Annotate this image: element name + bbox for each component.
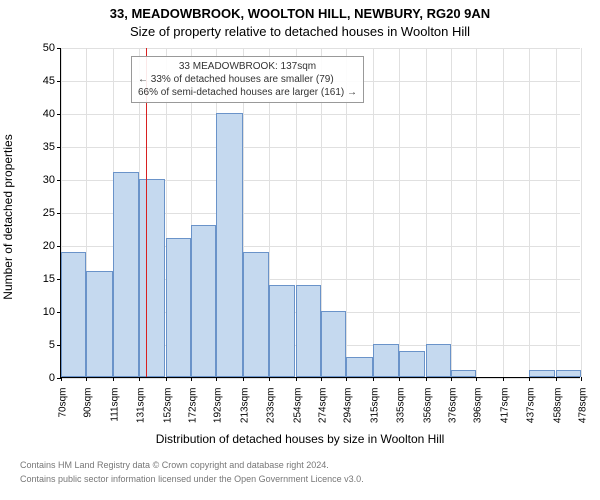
gridline-vertical <box>581 48 582 377</box>
histogram-bar <box>451 370 476 377</box>
xtick-mark <box>346 377 347 381</box>
histogram-bar <box>373 344 398 377</box>
histogram-bar <box>139 179 166 377</box>
histogram-bar <box>113 172 138 377</box>
histogram-bar <box>86 271 113 377</box>
histogram-bar <box>61 252 86 377</box>
xtick-mark <box>321 377 322 381</box>
xtick-mark <box>426 377 427 381</box>
chart-container: 33, MEADOWBROOK, WOOLTON HILL, NEWBURY, … <box>0 0 600 500</box>
ytick-label: 20 <box>15 240 55 252</box>
ytick-label: 40 <box>15 108 55 120</box>
xtick-label: 294sqm <box>343 388 354 438</box>
chart-title-address: 33, MEADOWBROOK, WOOLTON HILL, NEWBURY, … <box>0 6 600 21</box>
xtick-label: 111sqm <box>110 388 121 438</box>
ytick-label: 50 <box>15 42 55 54</box>
histogram-bar <box>296 285 321 377</box>
histogram-bar <box>346 357 373 377</box>
histogram-bar <box>269 285 296 377</box>
xtick-label: 458sqm <box>552 388 563 438</box>
xtick-mark <box>296 377 297 381</box>
xtick-mark <box>503 377 504 381</box>
footer-copyright-2: Contains public sector information licen… <box>20 474 364 484</box>
histogram-bar <box>321 311 346 377</box>
histogram-bar <box>556 370 581 377</box>
ytick-label: 30 <box>15 174 55 186</box>
gridline-vertical <box>503 48 504 377</box>
xtick-label: 315sqm <box>370 388 381 438</box>
xtick-label: 274sqm <box>318 388 329 438</box>
plot-area: 33 MEADOWBROOK: 137sqm ← 33% of detached… <box>60 48 580 378</box>
ytick-label: 0 <box>15 372 55 384</box>
xtick-label: 90sqm <box>83 388 94 438</box>
ytick-label: 35 <box>15 141 55 153</box>
xtick-label: 131sqm <box>135 388 146 438</box>
gridline-vertical <box>556 48 557 377</box>
gridline-vertical <box>399 48 400 377</box>
xtick-label: 376sqm <box>448 388 459 438</box>
xtick-mark <box>166 377 167 381</box>
annotation-box: 33 MEADOWBROOK: 137sqm ← 33% of detached… <box>131 56 364 103</box>
histogram-bar <box>216 113 243 377</box>
gridline-vertical <box>476 48 477 377</box>
annotation-line2: ← 33% of detached houses are smaller (79… <box>138 73 357 86</box>
xtick-label: 356sqm <box>422 388 433 438</box>
ytick-label: 10 <box>15 306 55 318</box>
gridline-vertical <box>451 48 452 377</box>
xtick-label: 437sqm <box>525 388 536 438</box>
xtick-mark <box>476 377 477 381</box>
histogram-bar <box>243 252 268 377</box>
xtick-mark <box>113 377 114 381</box>
xtick-mark <box>399 377 400 381</box>
xtick-label: 213sqm <box>240 388 251 438</box>
ytick-label: 25 <box>15 207 55 219</box>
xtick-label: 152sqm <box>162 388 173 438</box>
xtick-mark <box>373 377 374 381</box>
xtick-label: 417sqm <box>500 388 511 438</box>
xtick-label: 233sqm <box>265 388 276 438</box>
chart-subtitle: Size of property relative to detached ho… <box>0 24 600 39</box>
histogram-bar <box>166 238 191 377</box>
xtick-mark <box>86 377 87 381</box>
ytick-label: 5 <box>15 339 55 351</box>
ytick-label: 45 <box>15 75 55 87</box>
footer-copyright-1: Contains HM Land Registry data © Crown c… <box>20 460 329 470</box>
xtick-mark <box>139 377 140 381</box>
y-axis-label: Number of detached properties <box>1 134 15 299</box>
xtick-label: 335sqm <box>395 388 406 438</box>
annotation-line3: 66% of semi-detached houses are larger (… <box>138 86 357 99</box>
xtick-label: 254sqm <box>292 388 303 438</box>
histogram-bar <box>529 370 556 377</box>
histogram-bar <box>426 344 451 377</box>
xtick-mark <box>581 377 582 381</box>
xtick-mark <box>269 377 270 381</box>
xtick-mark <box>529 377 530 381</box>
xtick-label: 396sqm <box>473 388 484 438</box>
xtick-label: 478sqm <box>578 388 589 438</box>
gridline-vertical <box>426 48 427 377</box>
histogram-bar <box>191 225 216 377</box>
ytick-label: 15 <box>15 273 55 285</box>
xtick-mark <box>61 377 62 381</box>
xtick-mark <box>216 377 217 381</box>
xtick-label: 172sqm <box>188 388 199 438</box>
xtick-label: 192sqm <box>213 388 224 438</box>
xtick-mark <box>243 377 244 381</box>
gridline-vertical <box>529 48 530 377</box>
annotation-line1: 33 MEADOWBROOK: 137sqm <box>138 60 357 73</box>
gridline-vertical <box>373 48 374 377</box>
xtick-mark <box>451 377 452 381</box>
xtick-label: 70sqm <box>58 388 69 438</box>
histogram-bar <box>399 351 426 377</box>
xtick-mark <box>191 377 192 381</box>
xtick-mark <box>556 377 557 381</box>
